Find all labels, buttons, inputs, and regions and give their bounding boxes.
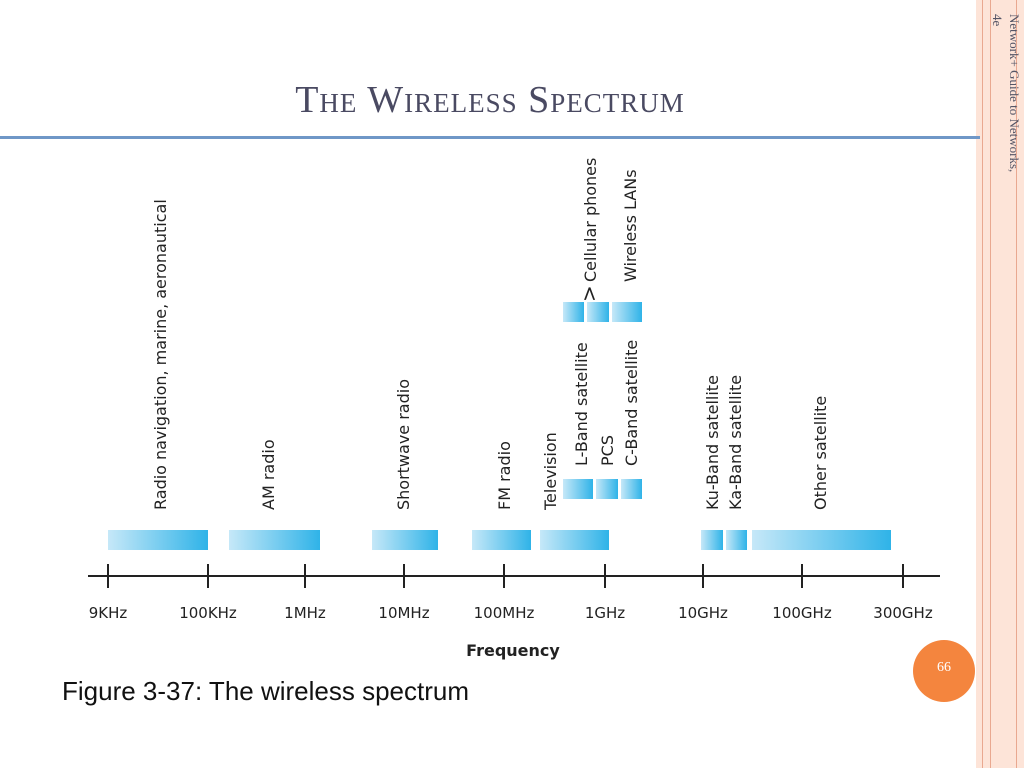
band-label: Radio navigation, marine, aeronautical — [151, 199, 170, 510]
cellular-brace: > — [577, 285, 601, 302]
tick-label: 10GHz — [678, 604, 728, 622]
figure-caption: Figure 3-37: The wireless spectrum — [62, 676, 470, 706]
tick-label: 300GHz — [873, 604, 933, 622]
band-label: PCS — [598, 435, 617, 466]
title-divider — [0, 136, 980, 139]
band-bar-cellular-2 — [587, 302, 609, 322]
tick-label: 1GHz — [585, 604, 625, 622]
tick-label: 100GHz — [772, 604, 832, 622]
tick-label: 1MHz — [284, 604, 326, 622]
band-bar-ka-band — [726, 530, 747, 550]
border-line — [982, 0, 983, 768]
slide-title: The Wireless Spectrum — [295, 79, 685, 121]
band-label: Cellular phones — [581, 158, 600, 282]
border-line — [1016, 0, 1017, 768]
band-bar-l-band — [563, 479, 593, 499]
tick-label: 10MHz — [378, 604, 429, 622]
tick-label: 100MHz — [474, 604, 535, 622]
band-bar-c-band — [621, 479, 642, 499]
band-bar-cellular-1 — [563, 302, 584, 322]
band-bar-ku-band — [701, 530, 723, 550]
band-label: Ku-Band satellite — [703, 375, 722, 510]
band-label: FM radio — [495, 441, 514, 510]
band-bar-am-radio — [229, 530, 320, 550]
band-label: Shortwave radio — [394, 379, 413, 510]
right-border-strip — [976, 0, 1024, 768]
band-bar-wireless-lans — [612, 302, 642, 322]
wireless-spectrum-diagram: 9KHz 100KHz 1MHz 10MHz 100MHz 1GHz 10GHz… — [88, 158, 940, 660]
tick-label: 9KHz — [89, 604, 128, 622]
band-bar-other-satellite — [752, 530, 891, 550]
band-label: Wireless LANs — [621, 169, 640, 282]
axis-title: Frequency — [466, 641, 560, 660]
band-bar-radio-navigation — [108, 530, 208, 550]
border-line — [990, 0, 991, 768]
band-label: C-Band satellite — [622, 340, 641, 466]
band-label: L-Band satellite — [572, 342, 591, 466]
tick-label: 100KHz — [179, 604, 237, 622]
band-label: Ka-Band satellite — [726, 375, 745, 510]
band-bar-fm-radio — [472, 530, 531, 550]
side-book-title: Network+ Guide to Networks, 4e — [990, 14, 1022, 173]
band-label: Other satellite — [811, 396, 830, 510]
band-bar-television — [540, 530, 609, 550]
band-label: Television — [541, 432, 560, 511]
page-number-badge: 66 — [913, 640, 975, 702]
page-number: 66 — [937, 660, 951, 675]
band-label: AM radio — [259, 439, 278, 510]
band-bar-shortwave-radio — [372, 530, 438, 550]
band-bar-pcs — [596, 479, 618, 499]
